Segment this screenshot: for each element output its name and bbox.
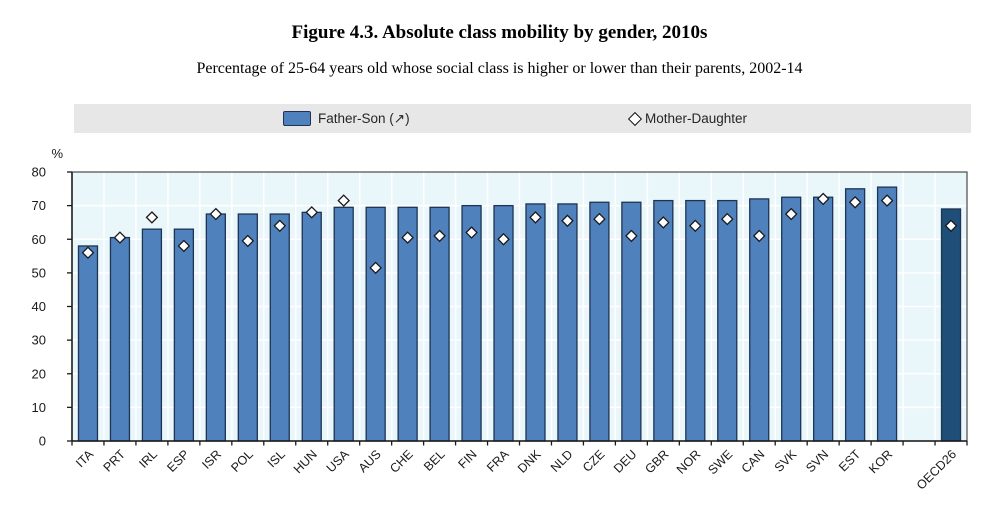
marker-EST: [848, 195, 862, 209]
y-tick-label: 70: [32, 198, 46, 213]
marker-FRA: [497, 232, 510, 246]
bar-PRT: [109, 236, 131, 442]
marker-ESP: [177, 239, 191, 253]
bar-IRL: [141, 228, 163, 442]
x-tick-label-SWE: SWE: [705, 447, 735, 477]
x-tick-label-POL: POL: [228, 447, 256, 475]
y-tick-label: 30: [32, 333, 46, 348]
marker-NLD: [561, 214, 574, 228]
x-tick-label-ESP: ESP: [164, 447, 192, 475]
x-tick-label-AUS: AUS: [356, 447, 384, 475]
bar-DNK: [525, 203, 546, 442]
x-tick-label-FRA: FRA: [484, 447, 512, 475]
x-tick-label-FIN: FIN: [456, 447, 480, 471]
x-tick-label-CHE: CHE: [387, 447, 416, 476]
bar-NLD: [557, 203, 578, 442]
legend-label-father-son: Father-Son (↗): [318, 110, 410, 126]
marker-OECD26: [944, 219, 958, 233]
figure-subtitle: Percentage of 25-64 years old whose soci…: [196, 60, 803, 77]
bar-chart: 0 10 20 30 40 50 60 70 80% ITA PRT IRL ESP ISR POL ISL H…: [32, 146, 968, 492]
x-tick-label-CZE: CZE: [580, 447, 608, 475]
y-tick-label: 40: [32, 299, 46, 314]
marker-CAN: [752, 229, 766, 243]
y-tick-label: 0: [39, 434, 46, 449]
marker-ISR: [209, 207, 223, 221]
figure-title: Figure 4.3. Absolute class mobility by g…: [291, 22, 708, 43]
x-tick-label-BEL: BEL: [421, 447, 448, 474]
y-tick-label: 20: [32, 366, 46, 381]
y-tick-label: 50: [32, 265, 46, 280]
bar-NOR: [685, 199, 706, 442]
marker-ITA: [81, 246, 95, 260]
bar-swatch-icon: [283, 111, 311, 126]
bar-SWE: [717, 199, 738, 442]
marker-DEU: [625, 229, 638, 243]
chart-legend: Father-Son (↗) Mother-Daughter: [74, 104, 971, 133]
marker-SVN: [816, 192, 830, 206]
marker-HUN: [305, 206, 319, 219]
marker-AUS: [369, 261, 382, 275]
x-tick-label-OECD26: OECD26: [914, 447, 959, 492]
x-tick-label-PRT: PRT: [101, 447, 129, 475]
marker-NOR: [688, 219, 702, 233]
marker-ISL: [273, 219, 287, 233]
y-tick-label: 10: [32, 400, 46, 415]
marker-CHE: [401, 231, 414, 244]
bar-BEL: [429, 206, 450, 442]
diamond-marker-icon: [627, 111, 643, 126]
bar-GBR: [653, 199, 674, 442]
x-tick-label-KOR: KOR: [866, 447, 895, 476]
legend-item-father-son: Father-Son (↗): [283, 104, 410, 133]
x-tick-label-ISL: ISL: [265, 447, 288, 470]
x-tick-label-NLD: NLD: [548, 447, 576, 475]
bar-KOR: [876, 186, 898, 442]
x-tick-label-CAN: CAN: [739, 447, 768, 476]
marker-USA: [337, 194, 351, 207]
marker-PRT: [113, 231, 127, 244]
marker-FIN: [465, 226, 478, 239]
y-tick-label: 60: [32, 232, 46, 247]
bar-POL: [237, 213, 258, 442]
y-axis-unit-label: %: [51, 146, 63, 161]
x-tick-label-ISR: ISR: [199, 447, 224, 472]
legend-label-mother-daughter: Mother-Daughter: [645, 111, 748, 126]
bar-FIN: [461, 204, 482, 442]
x-tick-label-GBR: GBR: [642, 447, 671, 476]
bar-USA: [333, 206, 354, 442]
marker-IRL: [145, 211, 159, 224]
marker-CZE: [593, 212, 606, 226]
marker-KOR: [880, 194, 894, 207]
marker-DNK: [529, 211, 542, 224]
marker-SVK: [784, 207, 798, 221]
bar-ESP: [173, 228, 195, 442]
bar-SVK: [781, 196, 802, 442]
bar-OECD26: [940, 208, 962, 442]
bar-HUN: [301, 211, 322, 442]
x-tick-label-NOR: NOR: [674, 447, 704, 477]
bar-SVN: [813, 196, 834, 442]
bar-CZE: [589, 201, 610, 442]
bar-ITA: [77, 245, 99, 442]
x-tick-label-SVN: SVN: [803, 447, 831, 475]
bar-ISR: [205, 213, 226, 442]
y-tick-label: 80: [32, 165, 46, 180]
x-tick-label-ITA: ITA: [73, 447, 96, 470]
marker-GBR: [657, 216, 670, 229]
x-tick-label-EST: EST: [836, 447, 863, 474]
legend-item-mother-daughter: Mother-Daughter: [627, 104, 748, 133]
bar-AUS: [365, 206, 386, 442]
x-tick-label-DEU: DEU: [611, 447, 640, 476]
x-tick-label-SVK: SVK: [772, 447, 800, 475]
x-tick-label-USA: USA: [324, 447, 353, 476]
x-tick-label-IRL: IRL: [136, 447, 160, 471]
bar-EST: [844, 188, 866, 442]
marker-SWE: [720, 212, 734, 226]
x-tick-label-HUN: HUN: [291, 447, 320, 476]
x-tick-label-DNK: DNK: [515, 447, 544, 476]
marker-POL: [241, 234, 255, 248]
bar-ISL: [269, 213, 290, 442]
marker-BEL: [433, 229, 446, 243]
